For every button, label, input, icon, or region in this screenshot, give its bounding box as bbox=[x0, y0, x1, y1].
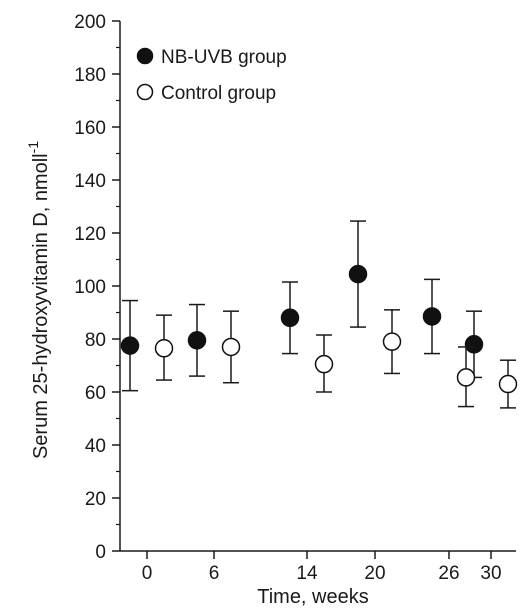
y-tick-label: 160 bbox=[74, 118, 106, 139]
legend: NB-UVB group Control group bbox=[136, 47, 287, 104]
x-tick-label: 6 bbox=[209, 563, 220, 584]
y-axis-title-main: Serum 25-hydroxyvitamin D, nmoll bbox=[30, 153, 52, 459]
legend-marker-nb-uvb bbox=[136, 47, 154, 65]
data-point bbox=[280, 308, 300, 328]
y-tick-label: 60 bbox=[85, 383, 106, 404]
data-point bbox=[456, 368, 476, 387]
y-axis-title: Serum 25-hydroxyvitamin D, nmoll-1 bbox=[25, 141, 52, 459]
data-point bbox=[187, 331, 207, 350]
y-tick-label: 100 bbox=[74, 277, 106, 298]
x-axis: 0 6 14 20 26 30 bbox=[120, 550, 516, 584]
legend-marker-control bbox=[136, 83, 154, 101]
x-tick-label: 30 bbox=[480, 563, 501, 584]
data-point bbox=[348, 264, 368, 284]
x-tick-label: 26 bbox=[438, 563, 459, 584]
data-point bbox=[120, 336, 140, 355]
data-point bbox=[221, 337, 241, 357]
series-control bbox=[154, 309, 518, 409]
data-point bbox=[382, 332, 402, 351]
y-ticks: 0 20 40 60 80 100 120 140 160 180 200 bbox=[74, 12, 120, 563]
y-tick-label: 0 bbox=[95, 542, 106, 563]
y-tick-label: 40 bbox=[85, 436, 106, 457]
x-tick-label: 0 bbox=[142, 563, 153, 584]
legend-label-nb-uvb: NB-UVB group bbox=[161, 47, 287, 68]
series-layer bbox=[120, 220, 518, 409]
y-axis-title-superscript: -1 bbox=[25, 141, 41, 154]
data-point bbox=[464, 335, 484, 354]
y-axis: 0 20 40 60 80 100 120 140 160 180 200 bbox=[74, 12, 121, 563]
legend-label-control: Control group bbox=[161, 83, 276, 104]
data-point bbox=[422, 307, 442, 326]
data-point bbox=[314, 354, 334, 374]
y-tick-label: 20 bbox=[85, 489, 106, 510]
series-nb-uvb bbox=[120, 220, 484, 392]
x-axis-title: Time, weeks bbox=[257, 586, 369, 608]
y-tick-label: 80 bbox=[85, 330, 106, 351]
y-tick-label: 120 bbox=[74, 224, 106, 245]
x-ticks: 0 6 14 20 26 30 bbox=[142, 551, 502, 584]
data-point bbox=[154, 339, 174, 358]
data-point bbox=[498, 374, 518, 394]
y-tick-label: 200 bbox=[74, 12, 106, 33]
x-tick-label: 14 bbox=[296, 563, 318, 584]
y-tick-label: 140 bbox=[74, 171, 106, 192]
y-tick-label: 180 bbox=[74, 65, 106, 86]
x-tick-label: 20 bbox=[364, 563, 385, 584]
